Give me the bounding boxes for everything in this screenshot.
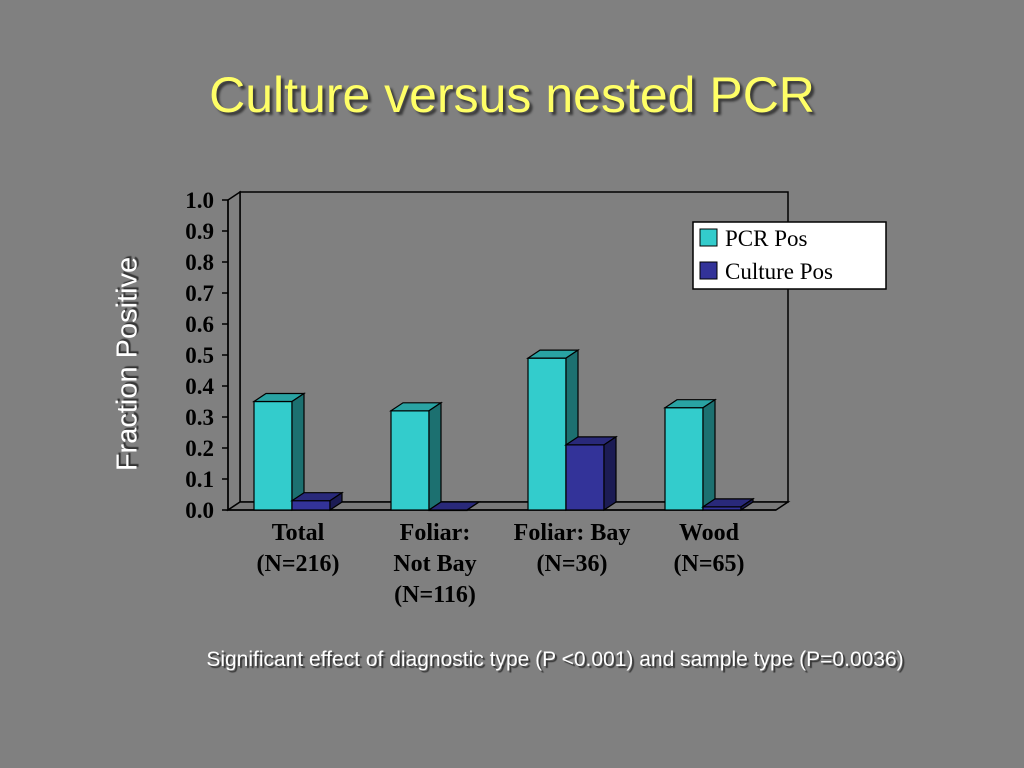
bar	[252, 392, 306, 512]
y-tick-label: 0.1	[185, 467, 214, 492]
x-category-label: (N=65)	[674, 551, 745, 577]
bar-side	[702, 398, 716, 512]
slide-title: Culture versus nested PCR	[209, 67, 815, 123]
x-axis-categories: Total (N=216) Foliar: Not Bay (N=116) Foliar:…	[257, 520, 745, 608]
bar	[290, 491, 344, 512]
x-category-label: (N=36)	[537, 551, 608, 577]
bar	[564, 435, 618, 512]
x-category-label: Not Bay	[393, 551, 476, 577]
x-category-label: Total	[272, 520, 325, 546]
bar-front	[527, 357, 567, 511]
bar-front	[291, 500, 331, 511]
chart-bars	[252, 348, 755, 512]
bar-side	[428, 401, 442, 512]
x-category-label: Foliar:	[400, 520, 471, 546]
bar-front	[664, 407, 704, 511]
bar	[701, 497, 755, 512]
legend-swatch	[699, 228, 718, 247]
bar-side	[740, 497, 754, 512]
y-tick-label: 0.8	[185, 250, 214, 275]
y-tick-label: 0.9	[185, 219, 214, 244]
y-tick-label: 0.0	[185, 498, 214, 523]
x-category-label: Foliar: Bay	[514, 520, 631, 546]
footnote: Significant effect of diagnostic type (P…	[206, 648, 904, 671]
x-category-label: (N=216)	[257, 551, 340, 577]
bar-front	[565, 444, 605, 511]
bar	[427, 501, 481, 512]
x-category-label: Wood	[679, 520, 740, 546]
legend-box	[692, 221, 887, 290]
bar-front	[253, 400, 293, 511]
y-tick-label: 0.5	[185, 343, 214, 368]
y-tick-label: 0.3	[185, 405, 214, 430]
legend-swatch	[699, 261, 718, 280]
legend-label: PCR Pos	[725, 226, 808, 251]
bar-side	[291, 392, 305, 512]
bar-side	[466, 501, 480, 511]
bar	[663, 398, 717, 512]
bar-side	[603, 435, 617, 512]
legend-label: Culture Pos	[725, 259, 833, 284]
y-tick-label: 0.6	[185, 312, 214, 337]
y-tick-label: 1.0	[185, 188, 214, 213]
y-tick-label: 0.7	[185, 281, 214, 306]
y-tick-label: 0.2	[185, 436, 214, 461]
y-axis-ticks: 0.0 0.1 0.2 0.3 0.4 0.5 0.6 0.7 0.8 0.9 1.0	[185, 188, 228, 523]
chart-side-wall	[227, 190, 241, 512]
bar	[389, 401, 443, 512]
x-category-label: (N=116)	[394, 582, 476, 608]
bar-front	[390, 410, 430, 511]
y-tick-label: 0.4	[185, 374, 214, 399]
bar-side	[329, 491, 343, 512]
chart-legend: PCR Pos Culture Pos	[692, 221, 887, 290]
